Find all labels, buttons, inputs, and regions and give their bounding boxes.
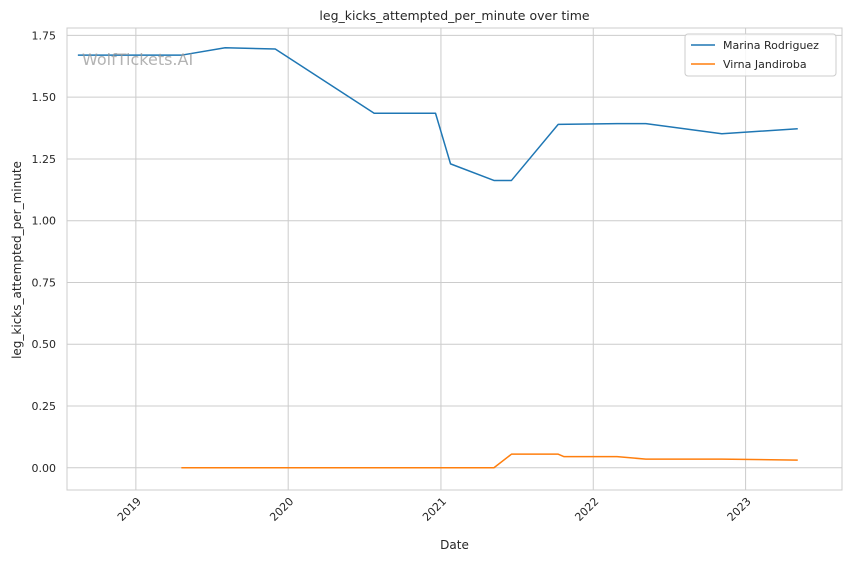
y-tick-label: 0.25 (32, 400, 57, 413)
legend-box (684, 33, 837, 77)
legend-label: Virna Jandiroba (723, 58, 807, 71)
grid (67, 28, 842, 490)
y-tick-label: 1.75 (32, 29, 57, 42)
plot-area (66, 27, 843, 491)
series-line-1 (77, 47, 798, 182)
series-line-2 (181, 453, 798, 469)
y-tick-label: 1.50 (32, 91, 57, 104)
chart-title: leg_kicks_attempted_per_minute over time (319, 8, 589, 23)
y-tick-label: 1.00 (32, 215, 57, 228)
y-tick-label: 0.50 (32, 338, 57, 351)
y-axis-label: leg_kicks_attempted_per_minute (10, 161, 24, 359)
series-lines (77, 47, 798, 469)
y-tick-label: 1.25 (32, 153, 57, 166)
watermark-text: WolfTickets.AI (82, 50, 193, 69)
legend: Marina Rodriguez Virna Jandiroba (684, 33, 837, 77)
y-tick-label: 0.75 (32, 276, 57, 289)
y-tick-label: 0.00 (32, 462, 57, 475)
legend-label: Marina Rodriguez (723, 39, 819, 52)
x-axis-label: Date (440, 538, 469, 552)
y-axis-ticks: 0.00 0.25 0.50 0.75 1.00 1.25 1.50 1.75 (32, 29, 57, 474)
